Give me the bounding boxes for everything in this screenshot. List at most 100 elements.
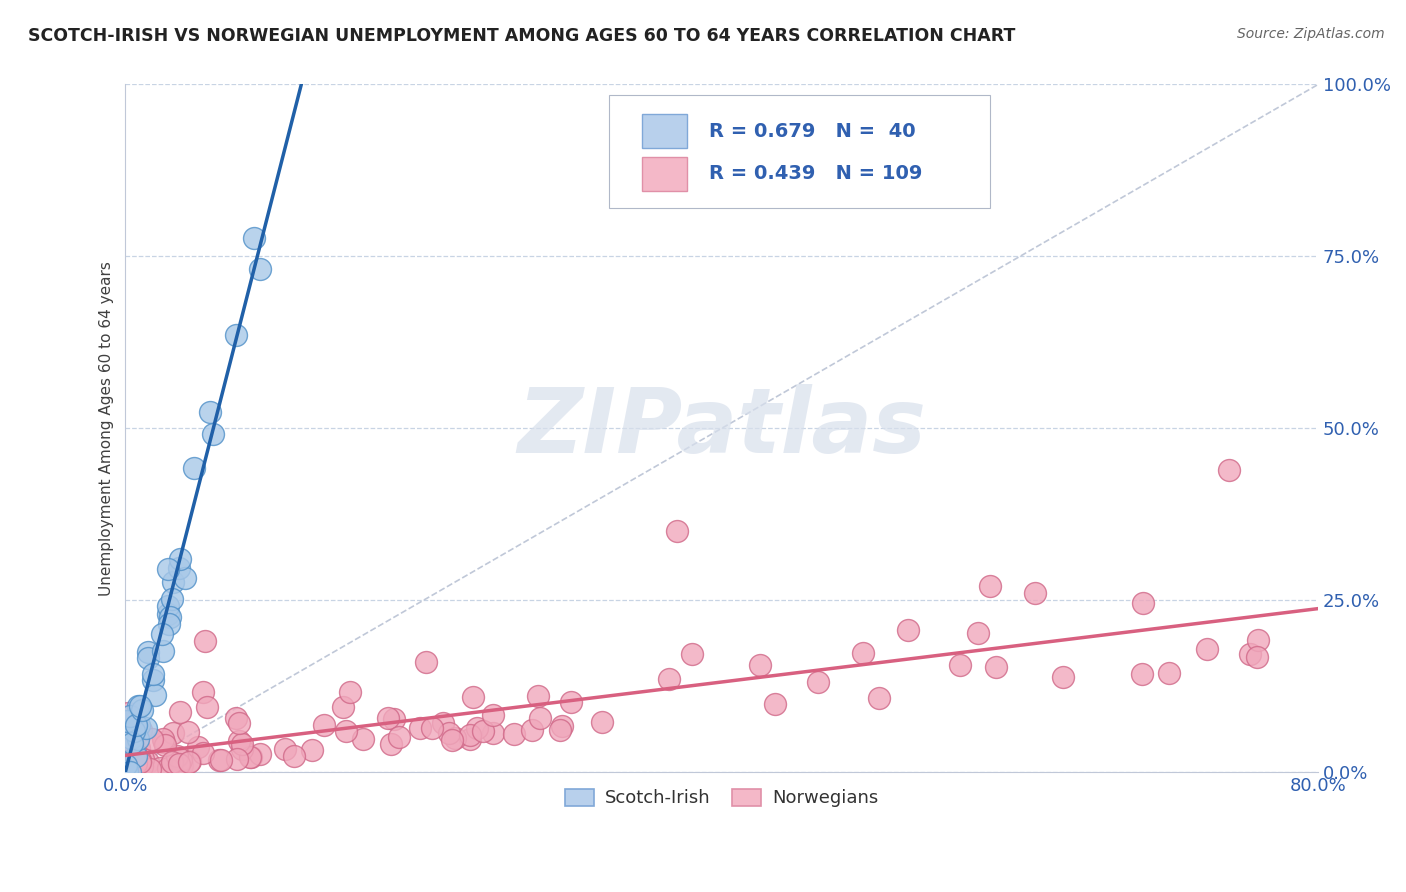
Point [897,623,920,637]
Point [807,674,830,689]
Point [115,764,138,778]
Text: SCOTCH-IRISH VS NORWEGIAN UNEMPLOYMENT AMONG AGES 60 TO 64 YEARS CORRELATION CHA: SCOTCH-IRISH VS NORWEGIAN UNEMPLOYMENT A… [28,27,1015,45]
Point [472,723,495,738]
Point [128,741,150,756]
Point [207,753,229,767]
Point [979,579,1001,593]
Point [461,690,484,705]
Point [114,761,136,775]
Point [868,691,890,706]
Point [167,561,190,575]
Point [458,728,481,742]
Point [159,610,181,624]
Point [127,731,149,746]
Point [169,552,191,566]
Point [179,754,201,768]
Point [160,591,183,606]
Point [249,747,271,761]
Point [143,688,166,702]
Point [136,755,159,769]
Point [117,706,139,721]
Point [382,712,405,726]
Point [187,739,209,754]
Point [127,698,149,713]
Point [122,723,145,738]
Point [128,698,150,713]
Point [527,689,550,703]
Point [139,762,162,776]
Point [1130,666,1153,681]
Point [240,750,263,764]
Point [444,731,467,745]
Point [131,723,153,737]
Point [135,721,157,735]
Point [966,626,988,640]
Point [149,761,172,775]
Point [142,666,165,681]
Point [377,711,399,725]
Point [124,744,146,758]
Point [249,261,271,276]
Point [191,746,214,760]
Point [157,616,180,631]
Point [170,753,193,767]
Point [432,715,454,730]
Point [1052,670,1074,684]
Point [152,735,174,749]
Point [198,405,221,419]
Point [191,685,214,699]
Point [136,651,159,665]
Point [225,752,247,766]
Point [125,749,148,764]
Point [115,759,138,773]
Point [420,721,443,735]
Point [156,761,179,775]
Point [117,745,139,759]
Point [301,743,323,757]
Point [157,607,180,622]
Point [125,756,148,771]
Point [142,673,165,687]
Point [503,727,526,741]
Point [439,726,461,740]
Point [117,763,139,777]
Point [160,755,183,769]
Point [157,599,180,613]
Point [115,763,138,777]
Point [591,715,613,730]
Point [125,722,148,736]
Point [194,633,217,648]
Point [748,657,770,672]
Point [157,562,180,576]
Text: ZIPatlas: ZIPatlas [517,384,927,472]
Point [339,685,361,699]
Point [984,660,1007,674]
Point [666,524,689,539]
Point [763,698,786,712]
FancyBboxPatch shape [609,95,990,208]
Point [131,703,153,717]
Point [1246,633,1268,648]
Point [177,725,200,739]
Point [162,726,184,740]
Point [388,730,411,744]
Point [128,753,150,767]
Point [465,721,488,735]
Point [551,719,574,733]
Text: R = 0.439   N = 109: R = 0.439 N = 109 [709,164,922,184]
Point [131,759,153,773]
Point [380,737,402,751]
Legend: Scotch-Irish, Norwegians: Scotch-Irish, Norwegians [558,781,886,814]
Point [128,717,150,731]
Point [125,718,148,732]
Point [243,231,266,245]
Point [1246,650,1268,665]
Point [166,749,188,764]
Point [482,726,505,740]
Point [202,427,225,442]
Point [548,723,571,737]
Point [155,738,177,752]
Point [681,647,703,661]
Point [529,711,551,725]
Point [169,705,191,719]
